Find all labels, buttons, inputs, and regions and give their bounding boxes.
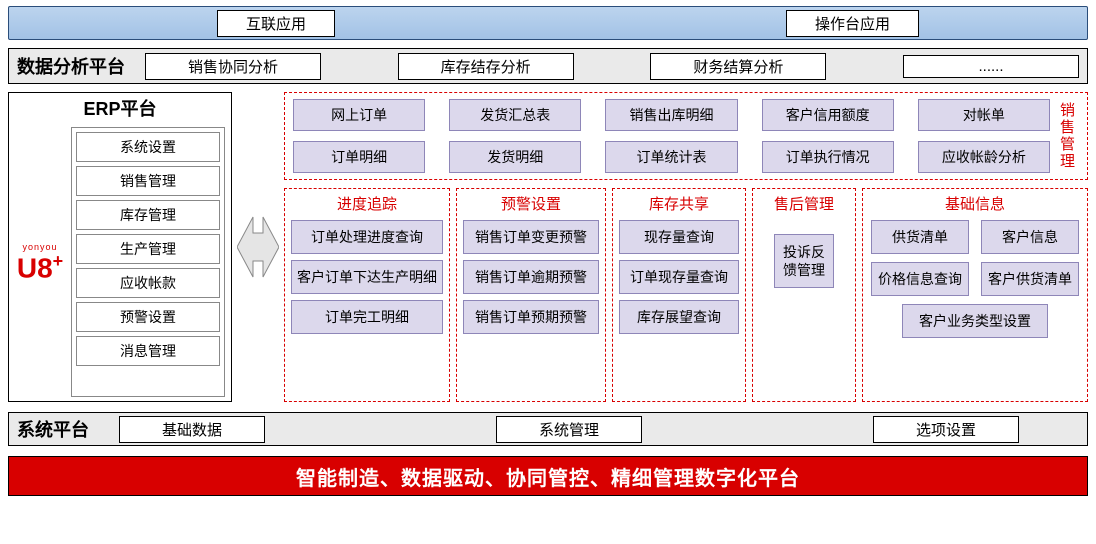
- erp-item-sales[interactable]: 销售管理: [76, 166, 220, 196]
- pill-statement[interactable]: 对帐单: [918, 99, 1050, 131]
- pill-order-detail[interactable]: 订单明细: [293, 141, 425, 173]
- analysis-platform-row: 数据分析平台 销售协同分析 库存结存分析 财务结算分析 ......: [8, 48, 1088, 84]
- pill-order-stock-query[interactable]: 订单现存量查询: [619, 260, 739, 294]
- topbar: 互联应用 操作台应用: [8, 6, 1088, 40]
- diagram-root: 互联应用 操作台应用 数据分析平台 销售协同分析 库存结存分析 财务结算分析 .…: [0, 0, 1096, 502]
- footer-text: 智能制造、数据驱动、协同管控、精细管理数字化平台: [296, 462, 800, 491]
- system-platform-row: 系统平台 基础数据 系统管理 选项设置: [8, 412, 1088, 446]
- erp-item-production[interactable]: 生产管理: [76, 234, 220, 264]
- erp-logo-main: U8+: [17, 252, 63, 282]
- pill-stock-query[interactable]: 现存量查询: [619, 220, 739, 254]
- groups-row: 进度追踪 订单处理进度查询 客户订单下达生产明细 订单完工明细 预警设置 销售订…: [284, 188, 1088, 402]
- pill-change-alert[interactable]: 销售订单变更预警: [463, 220, 599, 254]
- pill-ship-detail[interactable]: 发货明细: [449, 141, 581, 173]
- group-base-info: 基础信息 供货清单 客户信息 价格信息查询 客户供货清单 客户业务类型设置: [862, 188, 1088, 402]
- pill-biz-type-setting[interactable]: 客户业务类型设置: [902, 304, 1048, 338]
- analysis-title: 数据分析平台: [17, 53, 125, 79]
- pill-order-exec[interactable]: 订单执行情况: [762, 141, 894, 173]
- pill-customer-info[interactable]: 客户信息: [981, 220, 1079, 254]
- group-progress: 进度追踪 订单处理进度查询 客户订单下达生产明细 订单完工明细: [284, 188, 450, 402]
- pill-supply-list[interactable]: 供货清单: [871, 220, 969, 254]
- analysis-inventory-button[interactable]: 库存结存分析: [398, 53, 574, 80]
- base-grid: 供货清单 客户信息 价格信息查询 客户供货清单 客户业务类型设置: [869, 220, 1081, 338]
- arrow-connector: [236, 92, 280, 402]
- right-area: 网上订单 发货汇总表 销售出库明细 客户信用额度 对帐单 订单明细 发货明细 订…: [284, 92, 1088, 402]
- erp-item-inventory[interactable]: 库存管理: [76, 200, 220, 230]
- erp-item-message[interactable]: 消息管理: [76, 336, 220, 366]
- middle-area: ERP平台 yonyou U8+ 系统设置 销售管理 库存管理 生产管理 应收帐…: [8, 92, 1088, 402]
- pill-online-order[interactable]: 网上订单: [293, 99, 425, 131]
- pill-ship-summary[interactable]: 发货汇总表: [449, 99, 581, 131]
- group-alert: 预警设置 销售订单变更预警 销售订单逾期预警 销售订单预期预警: [456, 188, 606, 402]
- analysis-more-button[interactable]: ......: [903, 55, 1079, 78]
- pill-credit-limit[interactable]: 客户信用额度: [762, 99, 894, 131]
- group-title-after: 售后管理: [759, 193, 849, 214]
- system-title: 系统平台: [17, 416, 89, 442]
- erp-panel: ERP平台 yonyou U8+ 系统设置 销售管理 库存管理 生产管理 应收帐…: [8, 92, 232, 402]
- double-arrow-icon: [237, 207, 279, 287]
- erp-module-list: 系统设置 销售管理 库存管理 生产管理 应收帐款 预警设置 消息管理: [71, 127, 225, 397]
- pill-overdue-alert[interactable]: 销售订单逾期预警: [463, 260, 599, 294]
- pill-cust-supply[interactable]: 客户供货清单: [981, 262, 1079, 296]
- group-title-alert: 预警设置: [463, 193, 599, 214]
- system-management-button[interactable]: 系统管理: [496, 416, 642, 443]
- topbar-interconnect-button[interactable]: 互联应用: [217, 10, 335, 37]
- footer-bar: 智能制造、数据驱动、协同管控、精细管理数字化平台: [8, 456, 1088, 496]
- group-stock: 库存共享 现存量查询 订单现存量查询 库存展望查询: [612, 188, 746, 402]
- group-title-progress: 进度追踪: [291, 193, 443, 214]
- pill-outbound-detail[interactable]: 销售出库明细: [605, 99, 737, 131]
- pill-prod-detail[interactable]: 客户订单下达生产明细: [291, 260, 443, 294]
- pill-complete-detail[interactable]: 订单完工明细: [291, 300, 443, 334]
- erp-item-receivable[interactable]: 应收帐款: [76, 268, 220, 298]
- erp-title: ERP平台: [9, 93, 231, 123]
- topbar-console-button[interactable]: 操作台应用: [786, 10, 919, 37]
- system-options-button[interactable]: 选项设置: [873, 416, 1019, 443]
- pill-order-progress[interactable]: 订单处理进度查询: [291, 220, 443, 254]
- erp-item-alert[interactable]: 预警设置: [76, 302, 220, 332]
- pill-expect-alert[interactable]: 销售订单预期预警: [463, 300, 599, 334]
- analysis-finance-button[interactable]: 财务结算分析: [650, 53, 826, 80]
- sales-side-label: 销售管理: [1050, 102, 1079, 170]
- erp-body: yonyou U8+ 系统设置 销售管理 库存管理 生产管理 应收帐款 预警设置…: [9, 123, 231, 401]
- pill-aging-analysis[interactable]: 应收帐龄分析: [918, 141, 1050, 173]
- erp-item-system[interactable]: 系统设置: [76, 132, 220, 162]
- group-title-stock: 库存共享: [619, 193, 739, 214]
- sales-management-box: 网上订单 发货汇总表 销售出库明细 客户信用额度 对帐单 订单明细 发货明细 订…: [284, 92, 1088, 180]
- pill-stock-forecast[interactable]: 库存展望查询: [619, 300, 739, 334]
- pill-order-stats[interactable]: 订单统计表: [605, 141, 737, 173]
- group-title-base: 基础信息: [869, 193, 1081, 214]
- analysis-sales-button[interactable]: 销售协同分析: [145, 53, 321, 80]
- erp-logo: yonyou U8+: [9, 123, 71, 401]
- system-basedata-button[interactable]: 基础数据: [119, 416, 265, 443]
- group-after-sales: 售后管理 投诉反馈管理: [752, 188, 856, 402]
- pill-price-query[interactable]: 价格信息查询: [871, 262, 969, 296]
- sales-grid: 网上订单 发货汇总表 销售出库明细 客户信用额度 对帐单 订单明细 发货明细 订…: [293, 99, 1050, 173]
- pill-complaint-mgmt[interactable]: 投诉反馈管理: [774, 234, 834, 288]
